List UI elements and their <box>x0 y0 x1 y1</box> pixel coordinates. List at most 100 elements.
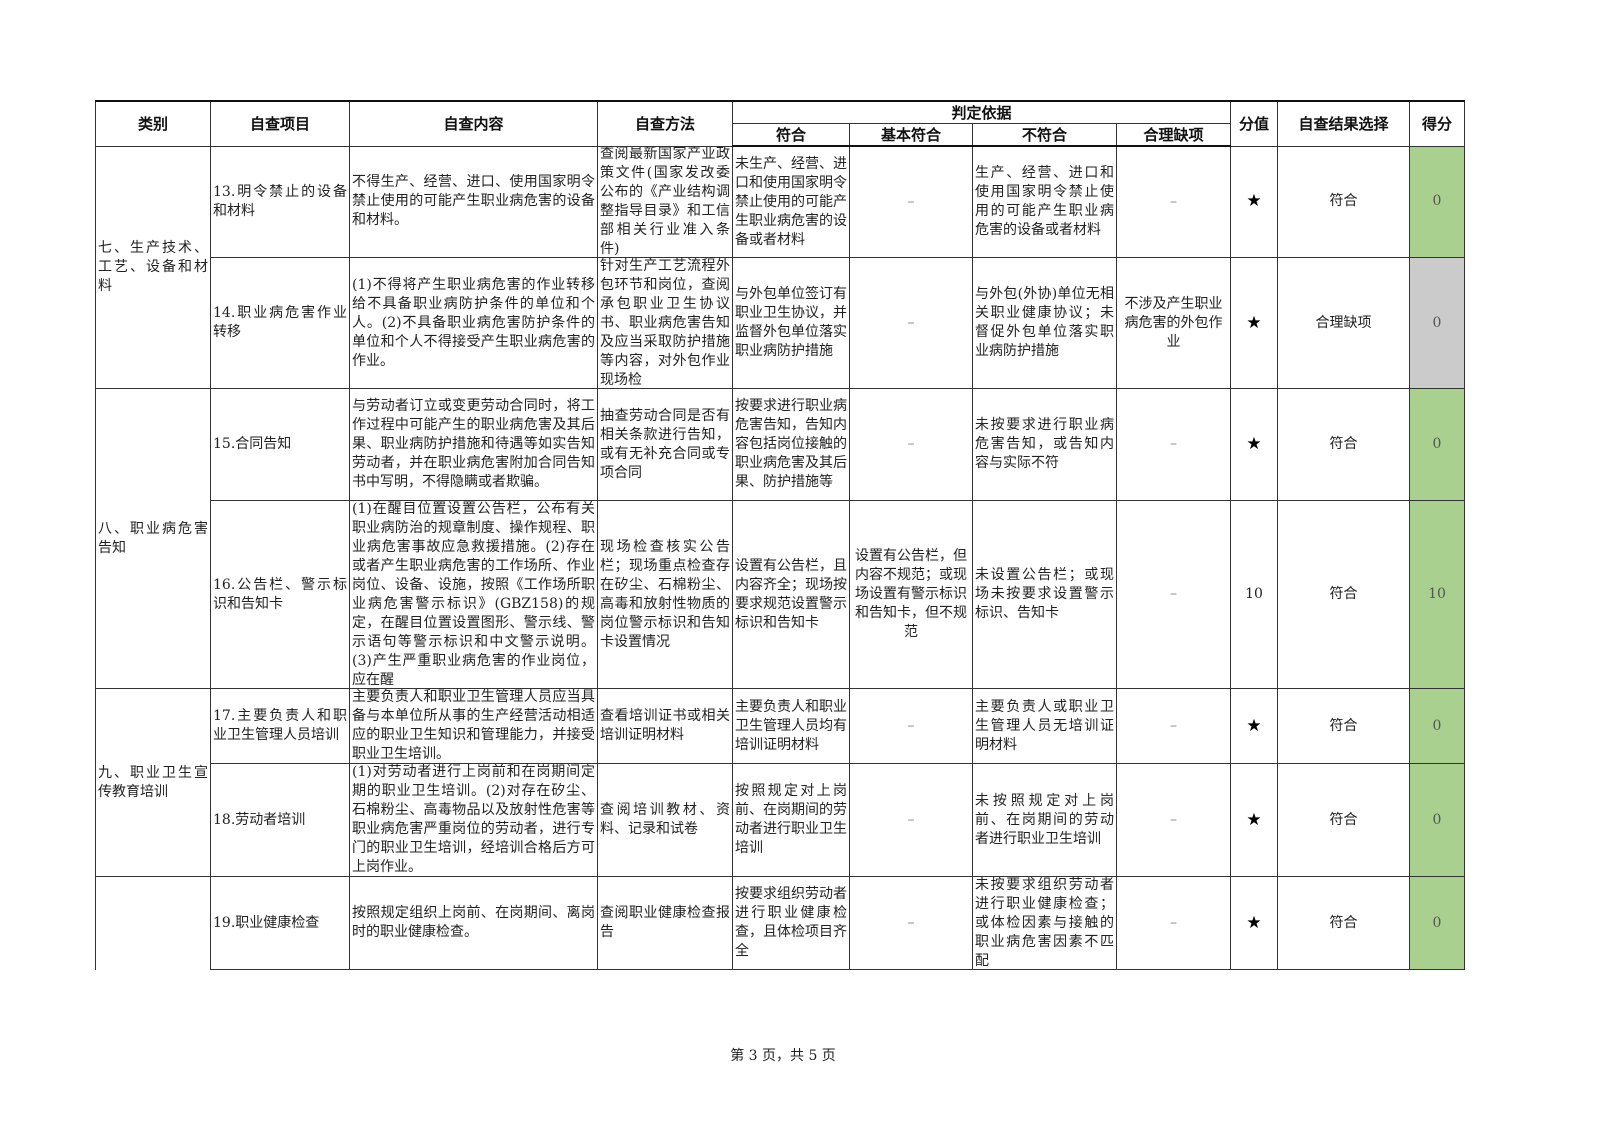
item-cell-text: 17.主要负责人和职业卫生管理人员培训 <box>213 708 347 743</box>
score-cell: 0 <box>1409 876 1465 970</box>
result-select-text: 符合 <box>1329 193 1358 210</box>
reasonable-missing-cell: – <box>1116 500 1231 689</box>
basic-comply-cell: – <box>849 763 973 877</box>
basic-comply-cell: – <box>849 688 973 764</box>
content-cell-text: 按照规定组织上岗前、在岗期间、离岗时的职业健康检查。 <box>352 905 595 940</box>
comply-cell-text: 设置有公告栏，且内容齐全；现场按要求规范设置警示标识和告知卡 <box>735 557 847 631</box>
score-cell-text: 0 <box>1432 314 1442 331</box>
content-cell-text: 与劳动者订立或变更劳动合同时，将工作过程中可能产生的职业病危害及其后果、职业病防… <box>352 398 595 490</box>
score-cell-text: 0 <box>1432 914 1442 931</box>
non-comply-cell-text: 未按照规定对上岗前、在岗期间的劳动者进行职业卫生培训 <box>975 792 1114 847</box>
category-label: 八、职业病危害告知 <box>98 520 208 556</box>
item-cell-text: 14.职业病危害作业转移 <box>213 305 347 340</box>
content-cell: (1)不得将产生职业病危害的作业转移给不具备职业病防护条件的单位和个人。(2)不… <box>349 257 598 389</box>
method-cell-text: 查阅最新国家产业政策文件(国家发改委公布的《产业结构调整指导目录》和工信部相关行… <box>600 146 730 257</box>
content-cell: 主要负责人和职业卫生管理人员应当具备与本单位所从事的生产经营活动相适应的职业卫生… <box>349 688 598 764</box>
non-comply-cell-text: 生产、经营、进口和使用国家明令禁止使用的可能产生职业病危害的设备或者材料 <box>975 165 1114 238</box>
result-select[interactable]: 合理缺项 <box>1277 257 1410 389</box>
method-cell-text: 针对生产工艺流程外包环节和岗位，查阅承包职业卫生协议书、职业病危害告知及应当采取… <box>600 258 730 388</box>
item-cell: 13.明令禁止的设备和材料 <box>210 145 350 258</box>
basic-comply-cell: 设置有公告栏，但内容不规范；或现场设置有警示标识和告知卡，但不规范 <box>849 500 973 689</box>
method-cell-text: 查阅职业健康检查报告 <box>600 905 730 940</box>
reasonable-missing-cell: – <box>1116 388 1231 501</box>
method-cell: 针对生产工艺流程外包环节和岗位，查阅承包职业卫生协议书、职业病危害告知及应当采取… <box>597 257 733 389</box>
result-select[interactable]: 符合 <box>1277 500 1410 689</box>
basic-comply-cell-text: – <box>907 436 915 452</box>
reasonable-missing-cell: – <box>1116 145 1231 258</box>
header-method: 自查方法 <box>597 100 733 147</box>
table-row: 19.职业健康检查 按照规定组织上岗前、在岗期间、离岗时的职业健康检查。 查阅职业健… <box>95 876 1465 970</box>
result-select[interactable]: 符合 <box>1277 876 1410 970</box>
comply-cell-text: 与外包单位签订有职业卫生协议，并监督外包单位落实职业病防护措施 <box>735 286 847 359</box>
result-select[interactable]: 符合 <box>1277 145 1410 258</box>
method-cell-text: 现场检查核实公告栏；现场重点检查存在矽尘、石棉粉尘、高毒和放射性物质的岗位警示标… <box>600 538 730 650</box>
table-row: 七、生产技术、工艺、设备和材料 13.明令禁止的设备和材料 不得生产、经营、进口、使… <box>95 145 1465 389</box>
points-cell: ★ <box>1230 145 1278 258</box>
comply-cell-text: 按照规定对上岗前、在岗期间的劳动者进行职业卫生培训 <box>735 783 847 856</box>
basic-comply-cell: – <box>849 257 973 389</box>
header-non-comply: 不符合 <box>972 123 1117 147</box>
category-label: 七、生产技术、工艺、设备和材料 <box>98 239 208 294</box>
item-cell: 14.职业病危害作业转移 <box>210 257 350 389</box>
star-icon: ★ <box>1246 434 1262 454</box>
header-basic-comply: 基本符合 <box>849 123 973 147</box>
score-cell-text: 0 <box>1432 717 1442 734</box>
header-result: 自查结果选择 <box>1277 100 1410 147</box>
item-cell: 18.劳动者培训 <box>210 763 350 877</box>
star-icon: ★ <box>1246 809 1262 830</box>
score-cell: 0 <box>1409 388 1465 501</box>
table-row: 14.职业病危害作业转移 (1)不得将产生职业病危害的作业转移给不具备职业病防护条… <box>96 257 1465 389</box>
reasonable-missing-cell-text: – <box>1170 717 1177 734</box>
content-cell: 按照规定组织上岗前、在岗期间、离岗时的职业健康检查。 <box>349 876 598 970</box>
content-cell: (1)在醒目位置设置公告栏，公布有关职业病防治的规章制度、操作规程、职业病危害事… <box>349 500 598 689</box>
reasonable-missing-cell-text: – <box>1170 586 1177 602</box>
result-select-text: 符合 <box>1329 586 1358 602</box>
result-select-text: 符合 <box>1329 811 1358 828</box>
item-cell-text: 16.公告栏、警示标识和告知卡 <box>213 576 347 612</box>
category-cell <box>95 876 211 970</box>
points-cell: ★ <box>1230 388 1278 501</box>
content-cell: 不得生产、经营、进口、使用国家明令禁止使用的可能产生职业病危害的设备和材料。 <box>349 145 598 258</box>
table-row: 16.公告栏、警示标识和告知卡 (1)在醒目位置设置公告栏，公布有关职业病防治的规… <box>96 500 1465 689</box>
non-comply-cell: 主要负责人或职业卫生管理人员无培训证明材料 <box>972 688 1117 764</box>
result-select[interactable]: 符合 <box>1277 763 1410 877</box>
method-cell: 抽查劳动合同是否有相关条款进行告知，或有无补充合同或专项合同 <box>597 388 733 501</box>
non-comply-cell: 生产、经营、进口和使用国家明令禁止使用的可能产生职业病危害的设备或者材料 <box>972 145 1117 258</box>
header-item: 自查项目 <box>210 100 350 147</box>
points-cell: ★ <box>1230 688 1278 764</box>
points-cell-text: 10 <box>1245 586 1263 602</box>
comply-cell-text: 按要求进行职业病危害告知，告知内容包括岗位接触的职业病危害及其后果、防护措施等 <box>735 398 847 490</box>
non-comply-cell-text: 未设置公告栏；或现场未按要求设置警示标识、告知卡 <box>975 567 1114 621</box>
item-cell-text: 13.明令禁止的设备和材料 <box>213 183 347 219</box>
basic-comply-cell: – <box>849 876 973 970</box>
content-cell-text: (1)不得将产生职业病危害的作业转移给不具备职业病防护条件的单位和个人。(2)不… <box>352 276 595 369</box>
reasonable-missing-cell: – <box>1116 763 1231 877</box>
method-cell: 现场检查核实公告栏；现场重点检查存在矽尘、石棉粉尘、高毒和放射性物质的岗位警示标… <box>597 500 733 689</box>
content-cell-text: 主要负责人和职业卫生管理人员应当具备与本单位所从事的生产经营活动相适应的职业卫生… <box>352 689 595 762</box>
basic-comply-cell: – <box>849 145 973 258</box>
content-cell-text: 不得生产、经营、进口、使用国家明令禁止使用的可能产生职业病危害的设备和材料。 <box>352 174 595 229</box>
reasonable-missing-cell-text: – <box>1170 436 1177 452</box>
content-cell: (1)对劳动者进行上岗前和在岗期间定期的职业卫生培训。(2)对存在矽尘、石棉粉尘… <box>349 763 598 877</box>
method-cell: 查阅职业健康检查报告 <box>597 876 733 970</box>
result-select[interactable]: 符合 <box>1277 388 1410 501</box>
table-row: 18.劳动者培训 (1)对劳动者进行上岗前和在岗期间定期的职业卫生培训。(2)对存… <box>96 763 1465 877</box>
item-cell: 19.职业健康检查 <box>210 876 350 970</box>
basic-comply-cell-text: – <box>907 811 915 828</box>
result-select[interactable]: 符合 <box>1277 688 1410 764</box>
star-icon: ★ <box>1246 715 1262 736</box>
reasonable-missing-cell: 不涉及产生职业病危害的外包作业 <box>1116 257 1231 389</box>
header-content: 自查内容 <box>349 100 598 147</box>
result-select-text: 符合 <box>1329 436 1358 452</box>
score-cell-text: 0 <box>1432 811 1442 828</box>
result-select-text: 合理缺项 <box>1315 314 1372 331</box>
comply-cell: 按要求进行职业病危害告知，告知内容包括岗位接触的职业病危害及其后果、防护措施等 <box>732 388 850 501</box>
star-icon: ★ <box>1246 191 1262 212</box>
basic-comply-cell-text: – <box>907 193 915 210</box>
non-comply-cell: 与外包(外协)单位无相关职业健康协议；未督促外包单位落实职业病防护措施 <box>972 257 1117 389</box>
table-row: 八、职业病危害告知 15.合同告知 与劳动者订立或变更劳动合同时，将工作过程中可能产… <box>95 388 1465 689</box>
star-icon: ★ <box>1246 912 1262 933</box>
item-cell-text: 15.合同告知 <box>213 436 292 452</box>
reasonable-missing-cell-text: – <box>1170 811 1177 828</box>
basic-comply-cell-text: – <box>907 717 915 734</box>
